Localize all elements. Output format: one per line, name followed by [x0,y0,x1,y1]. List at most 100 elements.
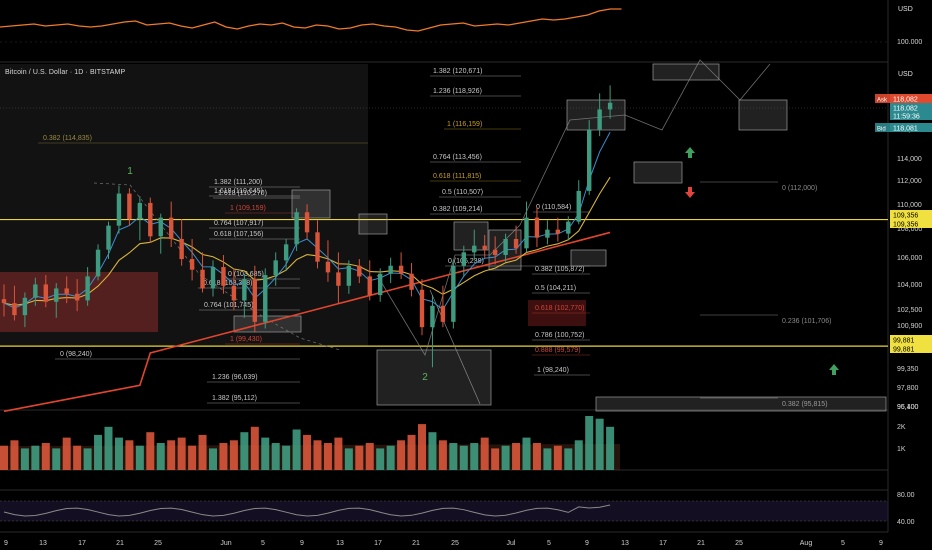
price-tag-text: 11:59:36 [893,114,920,121]
arrow-down-icon [685,187,695,198]
volume-bar [114,437,123,470]
volume-bar [553,445,562,470]
candle-body [482,245,487,250]
candle-body [137,202,143,219]
volume-bar [261,437,270,470]
date-axis-tick: 13 [39,540,47,547]
candle-body [409,273,414,290]
volume-bar [52,448,61,470]
candle-body [367,276,372,296]
ema-slow-line [3,231,611,413]
volume-bar [135,445,144,470]
volume-bar [209,448,217,470]
volume-bar [480,437,489,470]
price-axis-tick: 108,000 [897,226,922,233]
volume-bar [146,432,155,470]
price-tag [890,111,932,120]
fib-label-left: 1.382 (95,112) [212,395,257,402]
volume-bar [240,432,249,470]
price-tag-text: 99,881 [893,347,915,354]
price-tag-text: 109,356 [893,222,918,229]
fib-label-left: 1.382 (111,200) [214,179,262,186]
volume-bar [522,437,531,470]
symbol-title[interactable]: Bitcoin / U.S. Dollar · 1D · BITSTAMP [5,69,126,76]
fib-label-mid: 0.618 (102,770) [535,305,584,312]
price-axis-tick: 102,500 [897,307,922,314]
volume-bar [491,448,500,470]
fib-label-right: 0 (112,000) [782,185,817,192]
candle-body [12,303,17,316]
currency-label-top[interactable]: USD [898,6,913,13]
volume-bar [501,445,510,470]
volume-bar [104,426,113,470]
fib-label-left: 0.764 (101,745) [204,302,253,309]
price-axis-tick: 96,400 [897,404,919,411]
fib-label-mid: 0.382 (109,214) [433,206,482,213]
fib-label-mid: 0.764 (113,456) [433,154,482,161]
volume-bar [470,443,479,470]
wave-path [93,182,341,351]
date-axis-tick: 21 [116,540,124,547]
fib-label-mid: 0.618 (111,815) [433,173,481,180]
candle-body [503,239,508,256]
volume-bar [271,443,280,470]
volume-bar [386,445,395,470]
fib-label-left: 0 (98,240) [60,351,92,358]
candle-body [513,239,519,249]
currency-label-main[interactable]: USD [898,71,913,78]
candle-body [210,267,216,289]
volume-bar [188,445,197,470]
volume-bar [564,448,573,470]
price-tag [890,344,932,353]
date-axis-tick: 25 [154,540,162,547]
candle-body [576,190,581,222]
projection-box [633,161,683,184]
top-indicator-axis-label: 100.000 [897,39,922,46]
candle-body [74,293,80,301]
volume-bar [83,448,92,470]
fib-label-left: 0 (103,685) [228,271,264,278]
candle-body [440,305,446,322]
candle-body [127,193,132,219]
arrow-up-icon [685,147,695,158]
rsi-band [0,501,888,521]
volume-bar [438,440,447,470]
date-axis-tick: 9 [300,540,304,547]
fib-label-left: 1 (109,159) [230,205,266,212]
date-axis-tick: 5 [841,540,845,547]
candle-body [607,102,613,110]
date-axis-tick: 17 [659,540,667,547]
volume-bar [167,440,176,470]
candle-body [304,212,310,233]
date-axis-tick: 5 [547,540,551,547]
candle-body [273,260,278,276]
price-tag-badge [875,94,890,103]
volume-bar [198,434,207,470]
volume-bar [543,448,552,470]
volume-axis-label: 2K [897,424,906,431]
price-tag [890,210,932,219]
volume-bar [94,434,103,470]
price-tag [890,335,932,344]
candle-body [524,217,529,249]
candle-body [169,217,174,239]
candle-body [430,305,435,328]
date-axis-tick: 17 [78,540,86,547]
candle-body [294,212,299,245]
volume-bar [0,445,8,470]
volume-bar [219,443,228,470]
volume-bar [125,440,134,470]
fib-label-mid: 1.236 (118,926) [433,88,482,95]
projection-box [652,63,720,81]
arrow-up-icon [829,364,839,375]
fib-label-mid: 0.382 (105,872) [535,266,584,273]
fib-label-mid: 0.5 (110,507) [442,189,483,196]
candle-body [398,265,404,274]
fib-label-left: 0.618 (103,378) [203,280,252,287]
candle-body [221,267,226,286]
candle-body [33,284,38,298]
volume-bar [250,426,259,470]
price-tag-badge-text: Bid [877,127,886,133]
price-tag-badge [875,123,890,132]
